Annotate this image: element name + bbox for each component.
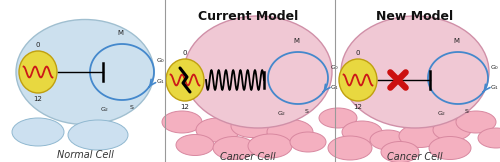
Ellipse shape <box>196 118 240 142</box>
Ellipse shape <box>381 141 419 162</box>
Text: G$_0$: G$_0$ <box>156 56 166 65</box>
Ellipse shape <box>456 111 496 133</box>
Ellipse shape <box>429 137 471 160</box>
Ellipse shape <box>399 125 441 147</box>
Ellipse shape <box>162 111 202 133</box>
Ellipse shape <box>12 118 64 146</box>
Text: G$_2$: G$_2$ <box>277 109 286 118</box>
Ellipse shape <box>341 16 489 128</box>
Text: G$_0$: G$_0$ <box>490 63 500 72</box>
Text: 12: 12 <box>180 104 190 110</box>
Text: G$_0$: G$_0$ <box>330 63 340 72</box>
Ellipse shape <box>248 134 292 158</box>
Ellipse shape <box>433 120 471 140</box>
Ellipse shape <box>231 115 273 138</box>
Text: M: M <box>117 30 123 36</box>
Ellipse shape <box>68 120 128 150</box>
Ellipse shape <box>166 59 204 101</box>
Ellipse shape <box>328 136 372 160</box>
Ellipse shape <box>319 108 357 128</box>
Ellipse shape <box>184 16 332 128</box>
Text: Cancer Cell: Cancer Cell <box>220 152 276 162</box>
Text: 0: 0 <box>356 50 360 56</box>
Text: Cancer Cell: Cancer Cell <box>387 152 443 162</box>
Text: G$_1$: G$_1$ <box>330 83 340 92</box>
Text: M: M <box>453 38 459 44</box>
Ellipse shape <box>478 128 500 148</box>
Ellipse shape <box>290 132 326 152</box>
Text: G$_1$: G$_1$ <box>156 77 166 86</box>
Text: Current Model: Current Model <box>198 10 298 23</box>
Ellipse shape <box>267 120 313 145</box>
Text: 12: 12 <box>34 96 42 102</box>
Ellipse shape <box>19 51 57 93</box>
Text: 12: 12 <box>354 104 362 110</box>
Ellipse shape <box>339 59 377 101</box>
Text: Normal Cell: Normal Cell <box>56 150 114 160</box>
Text: S: S <box>465 109 469 114</box>
Text: G$_2$: G$_2$ <box>437 109 446 118</box>
Text: S: S <box>305 109 309 114</box>
Ellipse shape <box>213 137 255 160</box>
Ellipse shape <box>16 19 154 125</box>
Text: 0: 0 <box>36 42 40 48</box>
Ellipse shape <box>342 121 382 143</box>
Text: 0: 0 <box>183 50 187 56</box>
Text: M: M <box>293 38 299 44</box>
Text: New Model: New Model <box>376 10 454 23</box>
Ellipse shape <box>370 130 406 150</box>
Text: G$_1$: G$_1$ <box>490 83 500 92</box>
Ellipse shape <box>176 134 214 156</box>
Text: G$_2$: G$_2$ <box>100 105 109 114</box>
Text: S: S <box>130 105 134 110</box>
